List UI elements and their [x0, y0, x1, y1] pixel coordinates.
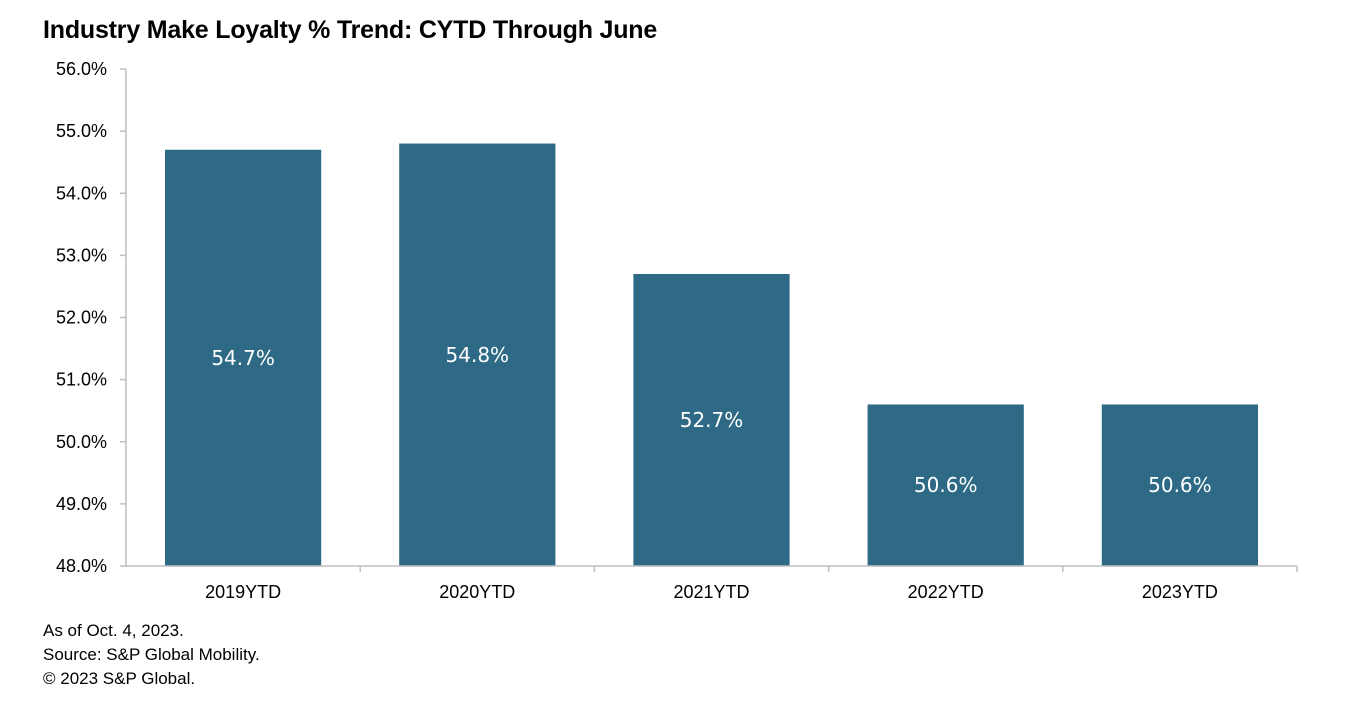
bar-value-label: 50.6% — [914, 473, 978, 497]
bar — [1101, 404, 1259, 566]
x-tick-label: 2019YTD — [205, 582, 281, 602]
y-axis: 48.0% 49.0% 50.0% 51.0% 52.0% 53.0% 54.0% 55.0%… — [56, 59, 127, 576]
bar-value-label: 50.6% — [1148, 473, 1212, 497]
y-tick-label: 52.0% — [56, 308, 107, 328]
bar — [399, 143, 556, 567]
x-tick-label: 2023YTD — [1142, 582, 1218, 602]
footnote-source: Source: S&P Global Mobility. — [43, 645, 260, 664]
chart-title: Industry Make Loyalty % Trend: CYTD Thro… — [43, 16, 658, 44]
bar-value-label: 54.8% — [446, 343, 510, 367]
bar-value-label: 54.7% — [211, 346, 275, 370]
bars: 54.7% 54.8% 52.7% 50.6% 50.6% — [164, 143, 1259, 567]
x-tick-label: 2022YTD — [908, 582, 984, 602]
y-tick-label: 55.0% — [56, 121, 107, 141]
y-tick-label: 53.0% — [56, 245, 107, 265]
x-tick-label: 2021YTD — [673, 582, 749, 602]
bar-chart: 48.0% 49.0% 50.0% 51.0% 52.0% 53.0% 54.0% 55.0%… — [56, 59, 1298, 602]
footnote-copyright: © 2023 S&P Global. — [43, 669, 196, 688]
footnote-as-of: As of Oct. 4, 2023. — [43, 621, 184, 640]
y-tick-label: 49.0% — [56, 494, 107, 514]
x-tick-label: 2020YTD — [439, 582, 515, 602]
bar — [164, 149, 322, 566]
y-tick-label: 54.0% — [56, 183, 107, 203]
x-axis: 2019YTD 2020YTD 2021YTD 2022YTD 2023YTD — [126, 565, 1298, 602]
bar — [867, 404, 1024, 566]
y-tick-label: 51.0% — [56, 370, 107, 390]
bar — [633, 274, 790, 566]
bar-value-label: 52.7% — [680, 408, 744, 432]
y-tick-label: 56.0% — [56, 59, 107, 79]
y-tick-label: 48.0% — [56, 556, 107, 576]
y-tick-label: 50.0% — [56, 432, 107, 452]
footnotes: As of Oct. 4, 2023. Source: S&P Global M… — [43, 619, 260, 691]
